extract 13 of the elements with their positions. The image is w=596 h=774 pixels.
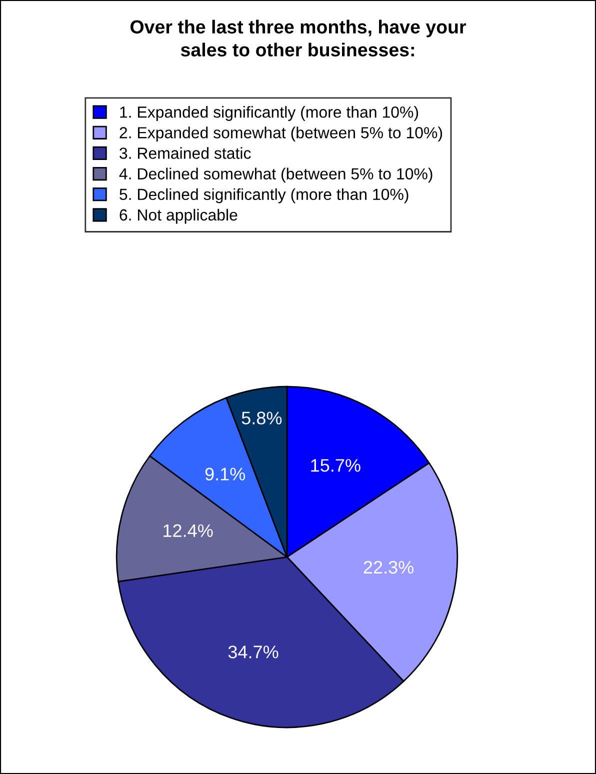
- legend-label: 2. Expanded somewhat (between 5% to 10%): [120, 126, 442, 142]
- data-label: 5.8%: [242, 412, 282, 424]
- legend-label: 5. Declined significantly (more than 10%): [120, 188, 408, 204]
- data-label: 22.3%: [364, 560, 414, 574]
- data-label: 15.7%: [311, 459, 360, 472]
- legend-label: 3. Remained static: [120, 147, 251, 159]
- chart-title: Over the last three months, have your sales to other businesses:: [130, 20, 466, 56]
- data-label: 34.7%: [228, 646, 278, 658]
- data-label: 12.4%: [164, 524, 213, 537]
- legend-label: 6. Not applicable: [120, 208, 238, 224]
- data-label: 9.1%: [205, 468, 246, 480]
- legend-label: 1. Expanded significantly (more than 10%): [120, 106, 418, 121]
- legend-label: 4. Declined somewhat (between 5% to 10%): [119, 168, 432, 183]
